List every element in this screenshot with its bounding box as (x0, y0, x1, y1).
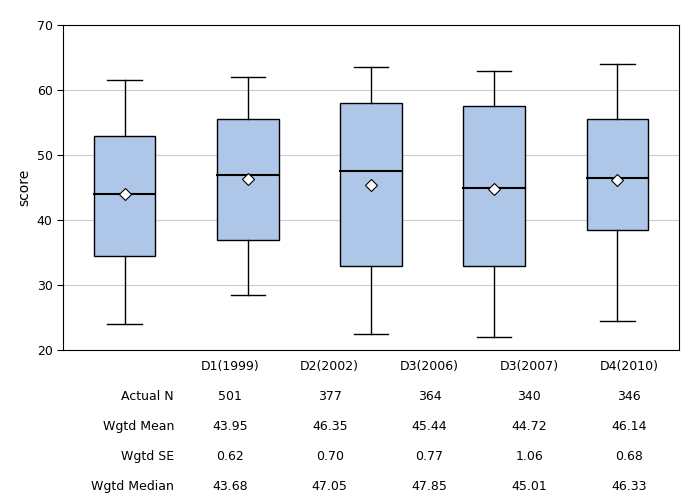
Text: 377: 377 (318, 390, 342, 403)
Text: D2(2002): D2(2002) (300, 360, 359, 373)
Text: 43.68: 43.68 (212, 480, 248, 493)
Text: Actual N: Actual N (121, 390, 174, 403)
Text: D4(2010): D4(2010) (600, 360, 659, 373)
FancyBboxPatch shape (340, 103, 402, 266)
Text: 1.06: 1.06 (515, 450, 543, 463)
Text: 364: 364 (418, 390, 441, 403)
Text: 47.05: 47.05 (312, 480, 348, 493)
Text: 47.85: 47.85 (412, 480, 447, 493)
Text: D3(2007): D3(2007) (500, 360, 559, 373)
FancyBboxPatch shape (463, 106, 525, 266)
Text: Wgtd Median: Wgtd Median (91, 480, 174, 493)
Text: D1(1999): D1(1999) (201, 360, 259, 373)
Text: 340: 340 (517, 390, 541, 403)
Text: 46.33: 46.33 (611, 480, 647, 493)
Y-axis label: score: score (17, 169, 31, 206)
Text: 0.62: 0.62 (216, 450, 244, 463)
Text: 346: 346 (617, 390, 641, 403)
Text: Wgtd Mean: Wgtd Mean (102, 420, 174, 433)
Text: 46.14: 46.14 (611, 420, 647, 433)
FancyBboxPatch shape (217, 119, 279, 240)
Text: 0.70: 0.70 (316, 450, 344, 463)
Text: 0.68: 0.68 (615, 450, 643, 463)
Text: Wgtd SE: Wgtd SE (121, 450, 174, 463)
Text: 46.35: 46.35 (312, 420, 347, 433)
Text: 45.44: 45.44 (412, 420, 447, 433)
Text: 43.95: 43.95 (212, 420, 248, 433)
Text: 45.01: 45.01 (512, 480, 547, 493)
FancyBboxPatch shape (587, 119, 648, 230)
Text: D3(2006): D3(2006) (400, 360, 459, 373)
Text: 0.77: 0.77 (416, 450, 444, 463)
FancyBboxPatch shape (94, 136, 155, 256)
Text: 44.72: 44.72 (512, 420, 547, 433)
Text: 501: 501 (218, 390, 242, 403)
